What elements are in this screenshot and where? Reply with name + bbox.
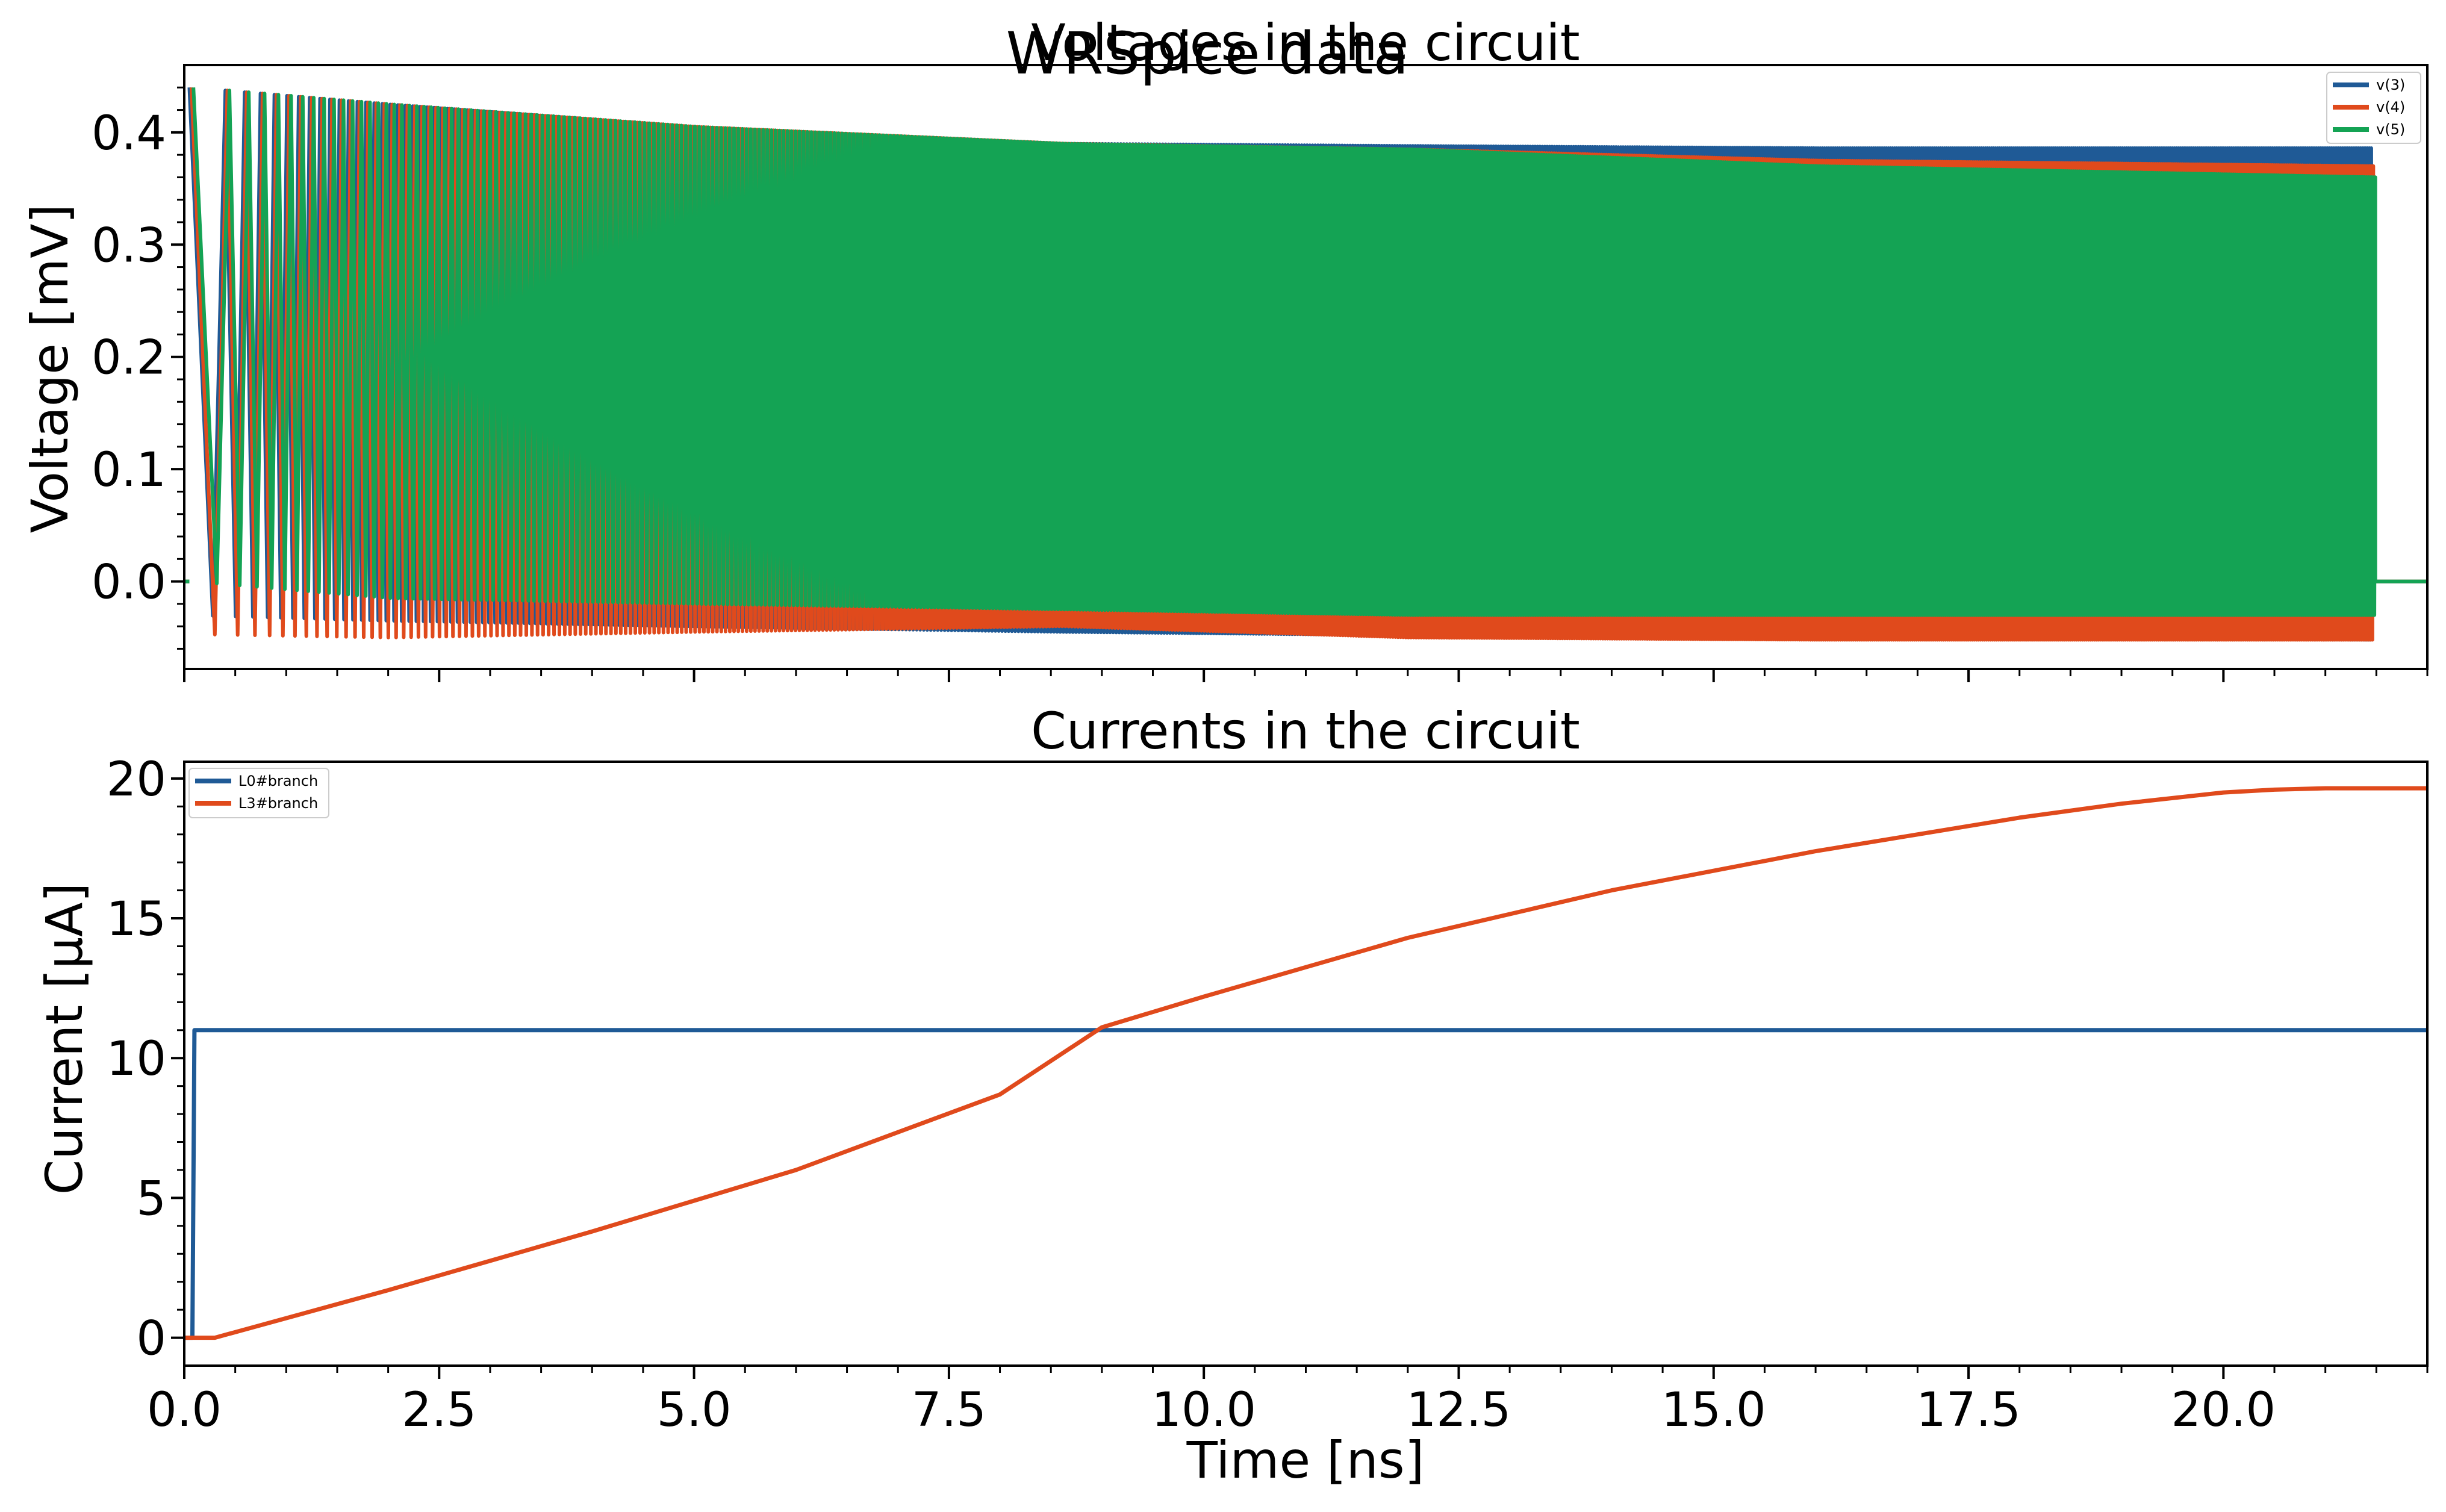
current-axes-frame: [183, 761, 2429, 1367]
legend-label-l0: L0#branch: [238, 773, 318, 789]
current-x-tick-label: 17.5: [1916, 1383, 2021, 1437]
current-x-tick-label: 2.5: [402, 1383, 476, 1437]
voltage-y-tick-label: 0.2: [92, 331, 166, 385]
current-ticks: 0.0 2.5 5.0 7.5 10.0 12.5 15.0 17.5 20.0 0 5 10 15 20: [107, 753, 2429, 1437]
legend-label-l3: L3#branch: [238, 795, 318, 812]
legend-label-v3: v(3): [2376, 76, 2405, 93]
voltage-axes-frame: [183, 64, 2429, 670]
current-y-tick-label: 20: [107, 753, 166, 807]
current-panel: 0.0 2.5 5.0 7.5 10.0 12.5 15.0 17.5 20.0 0 5 10 15 20…: [35, 702, 2429, 1490]
voltage-y-tick-label: 0.1: [92, 443, 166, 497]
current-y-tick-label: 0: [136, 1312, 166, 1366]
voltage-ticks: 0.0 0.1 0.2 0.3 0.4: [92, 86, 2429, 682]
current-x-tick-label: 10.0: [1151, 1383, 1256, 1437]
x-axis-label: Time [ns]: [1186, 1431, 1425, 1490]
voltage-panel: 0.00.10.20.30.4 Voltages in the circuit …: [20, 13, 2429, 682]
current-x-tick-label: 20.0: [2171, 1383, 2276, 1437]
current-x-tick-label: 0.0: [147, 1383, 222, 1437]
voltage-series-group: [184, 87, 2427, 642]
legend-label-v5: v(5): [2376, 121, 2405, 138]
current-legend: L0#branch L3#branch: [188, 768, 329, 818]
voltage-y-tick-label: 0.0: [92, 556, 166, 610]
current-chart-title: Currents in the circuit: [1031, 702, 1580, 761]
voltage-y-tick-label: 0.3: [92, 219, 166, 273]
voltage-chart-title: Voltages in the circuit: [1031, 13, 1579, 72]
current-x-tick-label: 7.5: [912, 1383, 986, 1437]
current-x-tick-label: 5.0: [657, 1383, 732, 1437]
current-y-tick-label: 15: [107, 892, 166, 947]
current-y-axis-label: Current [μA]: [35, 883, 94, 1195]
voltage-legend-box: [2326, 72, 2421, 144]
current-series-group: [184, 786, 2427, 1340]
voltage-legend: v(3) v(4) v(5): [2326, 72, 2421, 144]
figure-suptitle: WRSpice data: [1006, 20, 1409, 87]
voltage-y-axis-label: Voltage [mV]: [20, 204, 79, 534]
legend-label-v4: v(4): [2376, 99, 2405, 116]
voltage-y-tick-label: 0.4: [92, 107, 166, 161]
current-y-tick-label: 10: [107, 1032, 166, 1086]
current-series-l3-line: [184, 786, 2427, 1340]
current-x-tick-label: 12.5: [1407, 1383, 1511, 1437]
current-x-tick-label: 15.0: [1661, 1383, 1766, 1437]
current-y-tick-label: 5: [136, 1172, 166, 1226]
